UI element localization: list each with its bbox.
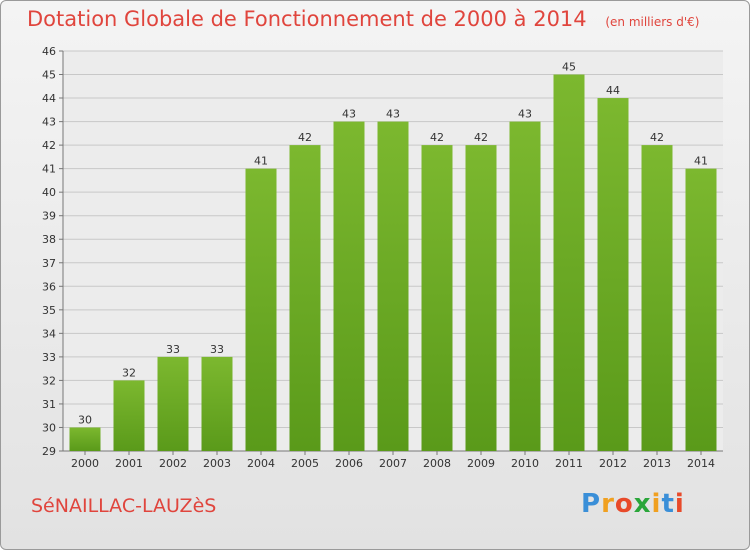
bar-value-label: 30 <box>78 413 92 426</box>
bar-value-label: 42 <box>430 131 444 144</box>
x-tick-label: 2009 <box>467 457 495 470</box>
y-tick-label: 29 <box>42 445 56 458</box>
y-tick-label: 31 <box>42 398 56 411</box>
chart-title-row: Dotation Globale de Fonctionnement de 20… <box>27 7 699 31</box>
y-tick-label: 40 <box>42 186 56 199</box>
logo-letter: P <box>581 489 602 519</box>
logo-letter: o <box>614 489 634 519</box>
bar-value-label: 43 <box>386 108 400 121</box>
bar <box>509 121 541 452</box>
y-tick-label: 45 <box>42 69 56 82</box>
logo-letter: i <box>651 489 662 519</box>
y-tick-label: 44 <box>42 92 56 105</box>
y-tick-label: 41 <box>42 163 56 176</box>
bar-value-label: 44 <box>606 84 620 97</box>
bar <box>421 145 453 451</box>
bar <box>157 356 189 451</box>
x-tick-label: 2006 <box>335 457 363 470</box>
bar-value-label: 41 <box>254 155 268 168</box>
chart-title: Dotation Globale de Fonctionnement de 20… <box>27 7 587 31</box>
bar <box>597 98 629 451</box>
bar-value-label: 43 <box>518 108 532 121</box>
y-tick-label: 33 <box>42 351 56 364</box>
commune-name: SéNAILLAC-LAUZèS <box>31 495 217 517</box>
logo-letter: t <box>661 489 675 519</box>
x-tick-label: 2014 <box>687 457 715 470</box>
x-tick-label: 2013 <box>643 457 671 470</box>
x-tick-label: 2010 <box>511 457 539 470</box>
bar-value-label: 33 <box>166 343 180 356</box>
y-tick-label: 32 <box>42 374 56 387</box>
bar-value-label: 43 <box>342 108 356 121</box>
x-tick-label: 2000 <box>71 457 99 470</box>
x-tick-label: 2007 <box>379 457 407 470</box>
bar-value-label: 33 <box>210 343 224 356</box>
bar-value-label: 32 <box>122 366 136 379</box>
x-tick-label: 2012 <box>599 457 627 470</box>
logo-letter: x <box>633 489 652 519</box>
bar <box>289 145 321 451</box>
y-tick-label: 30 <box>42 421 56 434</box>
y-tick-label: 34 <box>42 327 56 340</box>
x-tick-label: 2003 <box>203 457 231 470</box>
y-tick-label: 39 <box>42 210 56 223</box>
bar <box>69 427 101 451</box>
bar <box>201 356 233 451</box>
bar <box>465 145 497 451</box>
x-tick-label: 2001 <box>115 457 143 470</box>
y-tick-label: 43 <box>42 116 56 129</box>
bar-value-label: 42 <box>650 131 664 144</box>
x-tick-label: 2002 <box>159 457 187 470</box>
bar-value-label: 41 <box>694 155 708 168</box>
y-tick-label: 37 <box>42 257 56 270</box>
x-tick-label: 2011 <box>555 457 583 470</box>
bar <box>245 168 277 451</box>
y-tick-label: 36 <box>42 280 56 293</box>
y-tick-label: 35 <box>42 304 56 317</box>
bar <box>685 168 717 451</box>
bar <box>553 74 585 451</box>
bar-value-label: 42 <box>474 131 488 144</box>
logo-letter: r <box>601 489 615 519</box>
y-tick-label: 46 <box>42 45 56 58</box>
y-tick-label: 38 <box>42 233 56 246</box>
proxiti-logo: Proxiti <box>581 489 685 519</box>
bar <box>113 380 145 451</box>
bar <box>377 121 409 452</box>
y-tick-label: 42 <box>42 139 56 152</box>
bar-value-label: 45 <box>562 61 576 74</box>
logo-letter: i <box>674 489 685 519</box>
x-tick-label: 2004 <box>247 457 275 470</box>
bar <box>641 145 673 451</box>
x-tick-label: 2008 <box>423 457 451 470</box>
bar-value-label: 42 <box>298 131 312 144</box>
chart-subtitle: (en milliers d'€) <box>605 15 700 29</box>
bar <box>333 121 365 452</box>
x-tick-label: 2005 <box>291 457 319 470</box>
